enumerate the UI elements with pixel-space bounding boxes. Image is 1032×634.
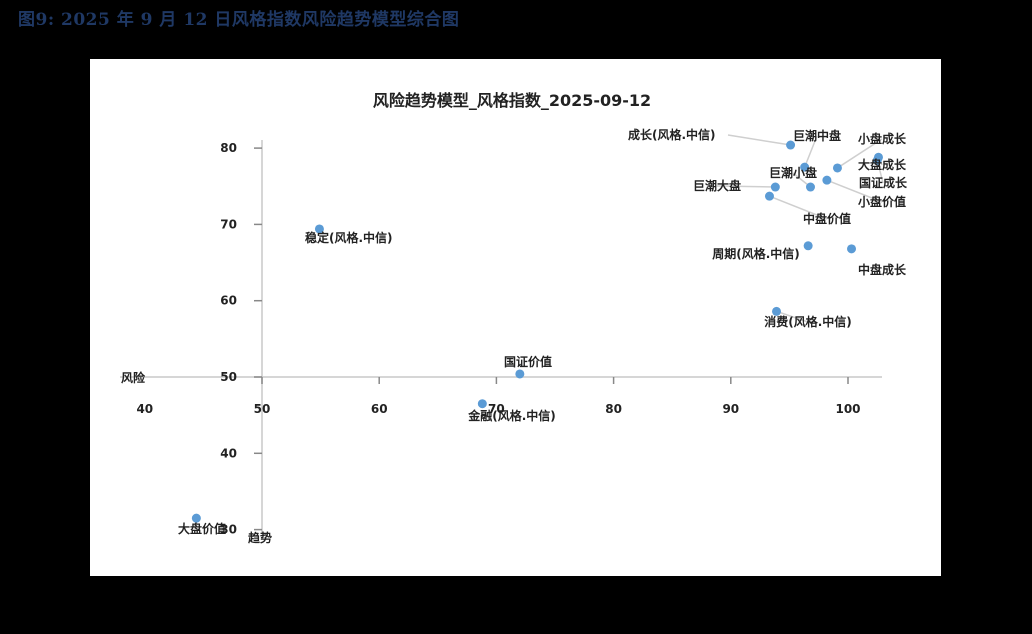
data-point[interactable]: [764, 191, 774, 201]
data-point[interactable]: [786, 140, 796, 150]
y-tick-label: 30: [220, 523, 237, 537]
data-point[interactable]: [800, 162, 810, 172]
data-points: [191, 140, 883, 523]
data-point[interactable]: [832, 163, 842, 173]
point-label: 小盘价值: [858, 194, 906, 209]
point-label: 稳定(风格.中信): [305, 230, 393, 245]
data-point[interactable]: [772, 306, 782, 316]
scatter-chart: 风险趋势模型_风格指数_2025-09-12 40 50 60 70 80 90 100 30…: [120, 91, 908, 545]
chart-title: 风险趋势模型_风格指数_2025-09-12: [373, 91, 651, 110]
x-tick-label: 40: [136, 402, 153, 416]
leader-line: [769, 195, 828, 220]
y-axis-title: 趋势: [248, 530, 272, 545]
data-point[interactable]: [477, 399, 487, 409]
x-tick-label: 70: [488, 402, 505, 416]
point-label: 国证价值: [504, 354, 552, 369]
point-label: 消费(风格.中信): [764, 314, 852, 329]
point-label: 大盘价值: [178, 521, 226, 536]
x-tick-label: 80: [605, 402, 622, 416]
x-tick-label: 50: [254, 402, 271, 416]
data-point[interactable]: [805, 182, 815, 192]
axes: 40 50 60 70 80 90 100 30 40 50 60 70 80 风险趋势: [120, 140, 882, 545]
point-label: 中盘成长: [858, 262, 907, 277]
point-label: 中盘价值: [803, 211, 851, 226]
leader-line: [837, 138, 883, 169]
data-point[interactable]: [872, 155, 882, 165]
point-label: 国证成长: [859, 175, 908, 190]
point-label: 金融(风格.中信): [467, 408, 556, 423]
leader-line: [727, 134, 791, 146]
point-label: 巨潮小盘: [769, 165, 817, 180]
leader-line: [803, 135, 818, 168]
data-point[interactable]: [314, 224, 324, 234]
y-tick-label: 80: [220, 141, 237, 155]
data-point[interactable]: [515, 369, 525, 379]
leader-line: [776, 310, 809, 323]
y-tick-label: 50: [220, 370, 237, 384]
x-tick-label: 60: [371, 402, 388, 416]
data-point[interactable]: [770, 182, 780, 192]
point-label: 周期(风格.中信): [712, 246, 800, 261]
data-point[interactable]: [191, 513, 201, 523]
x-tick-label: 90: [722, 402, 739, 416]
x-tick-label: 100: [835, 402, 860, 416]
data-point[interactable]: [803, 241, 813, 251]
point-label: 巨潮大盘: [693, 178, 741, 193]
x-axis-title: 风险: [121, 370, 146, 385]
data-point[interactable]: [847, 244, 857, 254]
leader-line: [716, 185, 776, 188]
y-tick-label: 40: [220, 446, 237, 460]
point-label: 大盘成长: [858, 157, 907, 172]
leader-line: [826, 179, 883, 203]
figure-caption: 图9: 2025 年 9 月 12 日风格指数风险趋势模型综合图: [18, 10, 460, 30]
point-label: 小盘成长: [858, 131, 907, 146]
point-label: 巨潮中盘: [793, 128, 841, 143]
y-tick-label: 60: [220, 294, 237, 308]
point-label: 成长(风格.中信): [628, 127, 716, 142]
y-tick-label: 70: [220, 217, 237, 231]
data-point[interactable]: [822, 175, 832, 185]
chart-panel: 风险趋势模型_风格指数_2025-09-12 40 50 60 70 80 90 100 30…: [90, 59, 941, 576]
